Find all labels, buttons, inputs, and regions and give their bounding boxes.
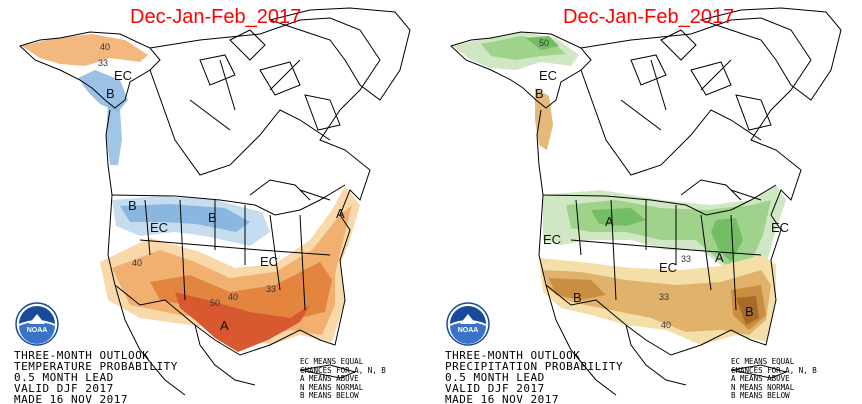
north-wet-strong	[591, 208, 743, 262]
label-ec-northeast: EC	[771, 220, 789, 235]
noaa-logo-icon: NOAA	[15, 302, 59, 346]
contour-40-southwest: 40	[132, 258, 142, 268]
nw-coast-below-shading	[106, 102, 122, 165]
south-dry-mid	[543, 270, 771, 335]
contour-33-south: 33	[659, 292, 669, 302]
legend-line: A MEANS ABOVE	[300, 374, 359, 383]
legend-line: N MEANS NORMAL	[300, 382, 364, 392]
legend-line: A MEANS ABOVE	[731, 374, 790, 383]
left-caption: THREE-MONTH OUTLOOK TEMPERATURE PROBABILI…	[14, 350, 178, 404]
svg-text:NOAA: NOAA	[458, 327, 479, 334]
caption-line: MADE 16 NOV 2017	[445, 393, 559, 404]
alaska-above-shading	[22, 34, 148, 66]
caption-line: MADE 16 NOV 2017	[14, 393, 128, 404]
contour-33-center: 33	[681, 254, 691, 264]
arctic-islands	[630, 7, 842, 131]
arctic-islands	[199, 7, 411, 131]
mexico-outline	[545, 284, 788, 396]
noaa-logo-icon: NOAA	[446, 302, 490, 346]
label-b-west: B	[535, 86, 544, 101]
label-a-north: A	[605, 214, 614, 229]
contour-40-south: 40	[661, 320, 671, 330]
caption-line: VALID DJF 2017	[445, 382, 545, 395]
right-caption: THREE-MONTH OUTLOOK PRECIPITATION PROBABI…	[445, 350, 623, 404]
precipitation-outlook-panel: 50 33 33 40 EC B EC A A EC EC B B Dec-Ja…	[431, 0, 862, 404]
temperature-map: 40 33 40 50 40 33 EC B B B EC EC A A	[19, 7, 411, 396]
legend-line: CHANCES FOR A, N, B	[300, 365, 386, 375]
caption-line: THREE-MONTH OUTLOOK	[445, 349, 581, 362]
south-above-max	[175, 292, 310, 352]
legend-line: CHANCES FOR A, N, B	[731, 365, 817, 375]
label-ec-center: EC	[659, 260, 677, 275]
left-map-title: Dec-Jan-Feb_2017	[130, 6, 302, 28]
south-dry-max	[736, 296, 759, 325]
map-outlines	[19, 17, 381, 356]
caption-line: PRECIPITATION PROBABILITY	[445, 360, 624, 373]
label-b-alaska: B	[106, 86, 115, 101]
mexico-outline	[114, 284, 357, 396]
precipitation-map: 50 33 33 40 EC B EC A A EC EC B B	[450, 7, 842, 396]
south-dry-strong	[549, 278, 766, 330]
label-ec-alaska: EC	[114, 68, 132, 83]
label-ec-west: EC	[543, 232, 561, 247]
legend-line: N MEANS NORMAL	[731, 382, 795, 392]
nw-coast-dry-shading	[535, 88, 553, 150]
label-a-northeast: A	[336, 206, 345, 221]
label-a-ohio-valley: A	[715, 250, 724, 265]
caption-line: 0.5 MONTH LEAD	[445, 371, 545, 384]
label-a-south: A	[220, 318, 229, 333]
caption-line: TEMPERATURE PROBABILITY	[14, 360, 178, 373]
contour-50: 50	[210, 298, 220, 308]
legend-line: B MEANS BELOW	[300, 391, 359, 400]
contour-40-alaska: 40	[100, 42, 110, 52]
contour-40-south: 40	[228, 292, 238, 302]
alaska-below-shading	[78, 70, 128, 112]
alaska-wet-strong	[526, 36, 559, 50]
contour-50-alaska: 50	[539, 38, 549, 48]
label-ec-alaska: EC	[539, 68, 557, 83]
caption-line: VALID DJF 2017	[14, 382, 114, 395]
legend-line: B MEANS BELOW	[731, 391, 790, 400]
contour-33-alaska: 33	[98, 58, 108, 68]
temperature-outlook-panel: 40 33 40 50 40 33 EC B B B EC EC A A Dec…	[14, 6, 411, 404]
label-b-north: B	[208, 210, 217, 225]
legend-line: EC MEANS EQUAL	[300, 357, 364, 366]
map-outlines	[450, 17, 812, 356]
label-b-northwest: B	[128, 198, 137, 213]
label-b-southeast: B	[745, 304, 754, 319]
contour-33-east: 33	[266, 284, 276, 294]
right-map-title: Dec-Jan-Feb_2017	[563, 6, 735, 28]
svg-text:NOAA: NOAA	[27, 327, 48, 334]
caption-line: 0.5 MONTH LEAD	[14, 371, 114, 384]
label-b-southwest: B	[573, 290, 582, 305]
label-ec-east: EC	[260, 254, 278, 269]
legend-line: EC MEANS EQUAL	[731, 357, 795, 366]
label-ec-west: EC	[150, 220, 168, 235]
northern-tier-below-core	[120, 204, 250, 232]
caption-line: THREE-MONTH OUTLOOK	[14, 349, 150, 362]
south-above-strong	[150, 262, 332, 322]
